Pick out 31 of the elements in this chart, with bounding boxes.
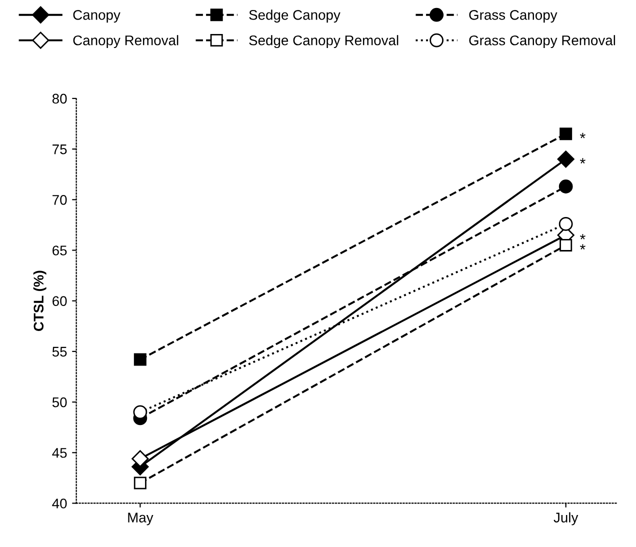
- annotation: *: [580, 244, 586, 250]
- point: [560, 238, 572, 252]
- point: [558, 216, 573, 231]
- point: [132, 450, 149, 468]
- point: [133, 405, 148, 420]
- legend-label: Grass Canopy: [469, 10, 558, 23]
- legend-label: Sedge Canopy Removal: [249, 35, 398, 48]
- point: [560, 128, 572, 140]
- y-tick-label: 40: [52, 498, 67, 508]
- point: [557, 150, 574, 168]
- y-tick-label: 70: [52, 194, 67, 205]
- annotation: *: [580, 132, 586, 138]
- y-tick-label: 65: [52, 246, 67, 256]
- x-tick-label: July: [554, 512, 578, 526]
- annotation: *: [580, 158, 586, 164]
- legend-label: Canopy: [73, 10, 120, 23]
- point: [558, 180, 573, 194]
- y-tick-label: 75: [52, 144, 67, 154]
- x-tick-label: May: [128, 512, 154, 526]
- y-tick-label: 55: [52, 346, 67, 357]
- point: [134, 476, 146, 490]
- y-tick-label: 45: [52, 448, 67, 458]
- y-tick-label: 80: [52, 94, 67, 104]
- legend-label: Sedge Canopy: [249, 10, 340, 23]
- y-tick-label: 50: [52, 397, 67, 408]
- legend-label: Grass Canopy Removal: [469, 35, 616, 48]
- y-tick-label: 60: [52, 296, 67, 306]
- annotation: *: [580, 234, 586, 240]
- y-axis-title: CTSL (%): [33, 270, 46, 332]
- legend-label: Canopy Removal: [73, 35, 178, 48]
- point: [134, 353, 146, 366]
